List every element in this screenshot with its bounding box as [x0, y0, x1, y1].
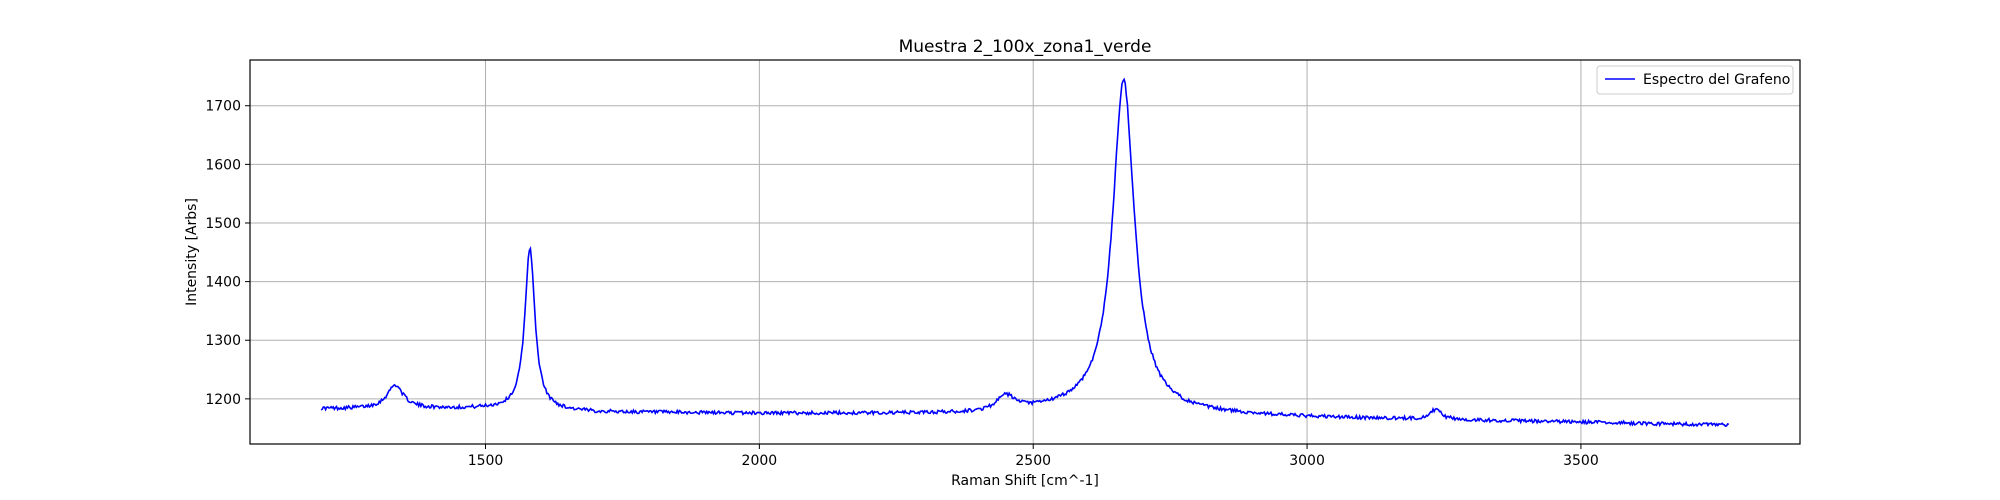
plot-frame [249, 59, 1801, 445]
x-tick-label: 2500 [1015, 453, 1051, 469]
y-tick-label: 1300 [205, 333, 241, 349]
y-tick-label: 1400 [205, 275, 241, 291]
series-line-espectro-del-grafeno [320, 77, 1730, 428]
x-axis-title: Raman Shift [cm^-1] [951, 473, 1099, 489]
y-tick-label: 1600 [205, 157, 241, 173]
x-tick-label: 3500 [1563, 453, 1599, 469]
legend: Espectro del Grafeno [1596, 65, 1794, 95]
legend-label: Espectro del Grafeno [1643, 72, 1790, 88]
y-tick-label: 1200 [205, 392, 241, 408]
chart-title: Muestra 2_100x_zona1_verde [899, 37, 1152, 57]
y-tick-label: 1500 [205, 216, 241, 232]
y-tick-label: 1700 [205, 99, 241, 115]
x-tick-label: 2000 [742, 453, 778, 469]
x-tick-label: 3000 [1289, 453, 1325, 469]
x-tick-label: 1500 [468, 453, 504, 469]
plot-background [250, 60, 1800, 444]
ticks: 1500 2000 2500 3000 3500 1200 1300 1400 1500 1600… [205, 99, 1598, 469]
legend-box [1596, 65, 1794, 95]
y-axis-title: Intensity [Arbs] [184, 198, 200, 306]
